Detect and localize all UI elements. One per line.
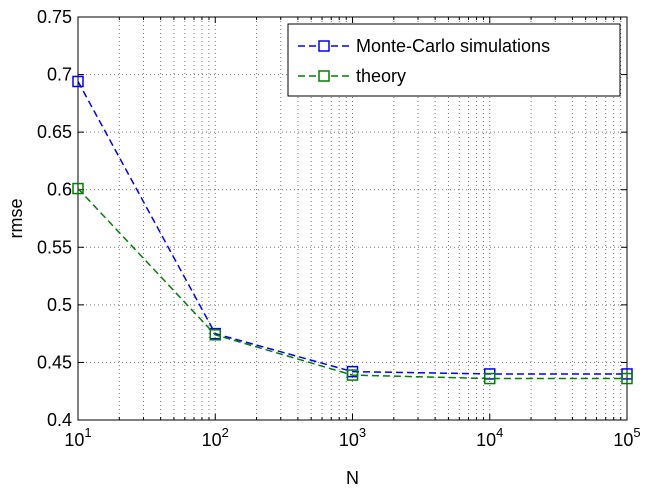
x-tick-label: 101: [64, 425, 91, 450]
legend-item: Monte-Carlo simulations: [298, 36, 550, 56]
x-tick-base: 10: [339, 430, 359, 450]
x-axis-label: N: [346, 468, 359, 488]
y-tick-label: 0.7: [47, 65, 72, 85]
data-point-marker: [346, 369, 359, 381]
x-tick-base: 10: [613, 430, 633, 450]
series-line: [77, 81, 627, 375]
y-tick-label: 0.55: [37, 237, 72, 257]
legend-marker: [318, 40, 330, 52]
x-tick-label: 104: [476, 425, 503, 450]
data-point-marker: [621, 372, 633, 385]
legend-item: theory: [298, 66, 406, 86]
series-theory: [72, 182, 633, 385]
data-point-marker: [484, 372, 496, 385]
data-point-marker: [209, 329, 221, 341]
x-tick-base: 10: [202, 430, 222, 450]
x-tick-label: 103: [339, 425, 366, 450]
data-point-marker: [72, 182, 84, 195]
y-tick-label: 0.6: [47, 180, 72, 200]
x-tick-exponent: 1: [84, 425, 91, 440]
y-tick-label: 0.4: [47, 410, 72, 430]
x-tick-exponent: 3: [359, 425, 366, 440]
x-tick-exponent: 4: [496, 425, 503, 440]
series-line: [77, 188, 627, 380]
legend-box: [287, 23, 621, 97]
x-tick-exponent: 5: [633, 425, 640, 440]
series-group: [72, 75, 633, 385]
x-tick-label: 105: [613, 425, 640, 450]
y-tick-label: 0.75: [37, 7, 72, 27]
y-tick-label: 0.45: [37, 352, 72, 372]
legend-label: theory: [356, 66, 406, 86]
x-tick-label: 102: [202, 425, 229, 450]
x-tick-base: 10: [64, 430, 84, 450]
y-tick-label: 0.5: [47, 295, 72, 315]
y-axis-label: rmse: [6, 199, 26, 239]
y-tick-label: 0.65: [37, 122, 72, 142]
x-tick-exponent: 2: [222, 425, 229, 440]
legend-marker: [318, 70, 330, 82]
legend-label: Monte-Carlo simulations: [356, 36, 550, 56]
x-tick-base: 10: [476, 430, 496, 450]
data-point-marker: [72, 75, 84, 88]
legend: Monte-Carlo simulations theory: [287, 23, 621, 97]
